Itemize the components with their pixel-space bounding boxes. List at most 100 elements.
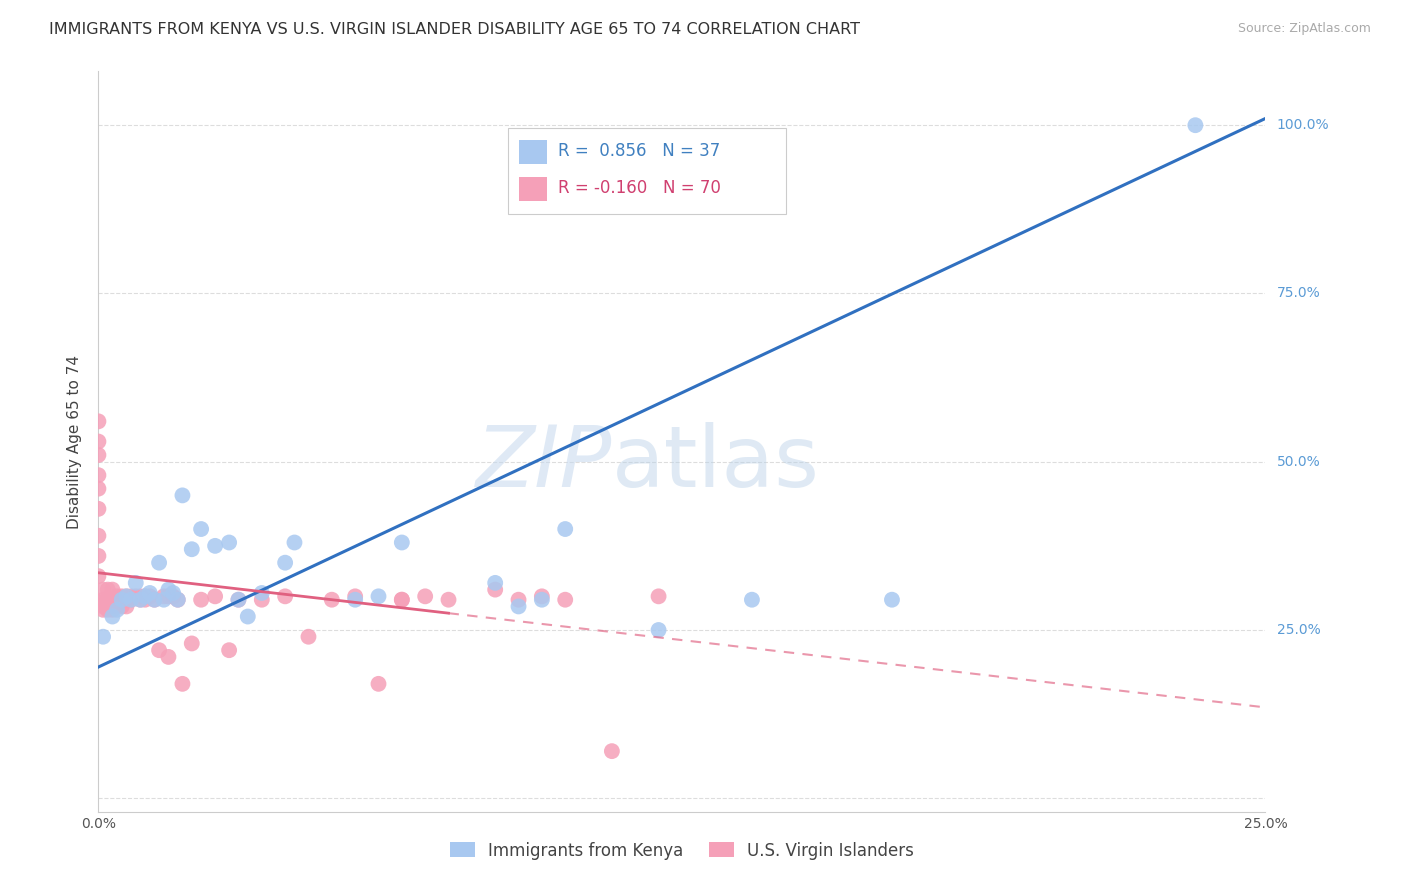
Point <box>101 596 124 610</box>
Point <box>120 592 142 607</box>
Text: R =  0.856   N = 37: R = 0.856 N = 37 <box>558 142 720 160</box>
Point <box>321 592 343 607</box>
Point <box>91 582 114 597</box>
Text: 75.0%: 75.0% <box>1277 286 1320 301</box>
Text: 100.0%: 100.0% <box>1277 119 1329 132</box>
Point <box>87 482 110 496</box>
Point <box>344 592 367 607</box>
Point <box>484 582 506 597</box>
Point <box>87 468 110 483</box>
Point <box>134 590 156 604</box>
Point <box>204 590 226 604</box>
Point <box>250 586 273 600</box>
Point <box>91 630 114 644</box>
Point <box>87 569 110 583</box>
Point <box>190 592 212 607</box>
Point <box>101 592 124 607</box>
Text: 25.0%: 25.0% <box>1277 623 1320 637</box>
Point <box>344 590 367 604</box>
Point <box>1184 118 1206 132</box>
Point <box>647 590 669 604</box>
Text: IMMIGRANTS FROM KENYA VS U.S. VIRGIN ISLANDER DISABILITY AGE 65 TO 74 CORRELATIO: IMMIGRANTS FROM KENYA VS U.S. VIRGIN ISL… <box>49 22 860 37</box>
Point <box>101 582 124 597</box>
Point <box>101 603 124 617</box>
Point <box>152 590 174 604</box>
Point <box>554 522 576 536</box>
Point <box>129 592 152 607</box>
Point <box>97 582 120 597</box>
Point <box>218 535 240 549</box>
Point <box>250 592 273 607</box>
Point <box>97 603 120 617</box>
Point <box>172 488 194 502</box>
Point <box>367 677 389 691</box>
Point <box>115 590 138 604</box>
Point <box>111 592 134 607</box>
Point <box>91 592 114 607</box>
Point <box>134 590 156 604</box>
Text: atlas: atlas <box>612 422 820 505</box>
Text: ZIP: ZIP <box>475 422 612 505</box>
Point <box>437 592 460 607</box>
Point <box>111 590 134 604</box>
Point <box>115 590 138 604</box>
Point <box>111 592 134 607</box>
Point <box>148 643 170 657</box>
Point <box>143 592 166 607</box>
Point <box>87 529 110 543</box>
Point <box>87 414 110 428</box>
Point <box>274 590 297 604</box>
Point <box>180 636 202 650</box>
Point <box>228 592 250 607</box>
Point <box>97 599 120 614</box>
Point <box>157 649 180 664</box>
Point <box>139 590 162 604</box>
Point <box>391 592 413 607</box>
Point <box>554 592 576 607</box>
Point <box>391 592 413 607</box>
Point <box>166 592 188 607</box>
Point <box>111 599 134 614</box>
Point <box>91 603 114 617</box>
Point <box>91 596 114 610</box>
Point <box>139 586 162 600</box>
Point <box>218 643 240 657</box>
Point <box>125 575 148 590</box>
Point <box>120 590 142 604</box>
Point <box>129 590 152 604</box>
Point <box>413 590 436 604</box>
Point <box>105 592 128 607</box>
Point <box>283 535 305 549</box>
Point <box>190 522 212 536</box>
Point <box>162 590 184 604</box>
Point <box>87 501 110 516</box>
Point <box>741 592 763 607</box>
Point <box>91 599 114 614</box>
Point <box>87 549 110 563</box>
Point <box>101 599 124 614</box>
Point <box>162 586 184 600</box>
Point <box>129 592 152 607</box>
Point <box>367 590 389 604</box>
Point <box>391 535 413 549</box>
Point <box>274 556 297 570</box>
Point <box>143 592 166 607</box>
Point <box>125 590 148 604</box>
Point <box>228 592 250 607</box>
Point <box>484 575 506 590</box>
Point <box>180 542 202 557</box>
Point <box>204 539 226 553</box>
Y-axis label: Disability Age 65 to 74: Disability Age 65 to 74 <box>67 354 83 529</box>
Point <box>87 448 110 462</box>
Point <box>647 623 669 637</box>
Point <box>101 609 124 624</box>
Point <box>115 599 138 614</box>
Point <box>87 434 110 449</box>
Point <box>115 592 138 607</box>
Point <box>157 590 180 604</box>
Text: R = -0.160   N = 70: R = -0.160 N = 70 <box>558 178 721 197</box>
Point <box>97 592 120 607</box>
Point <box>134 592 156 607</box>
Point <box>157 582 180 597</box>
Text: Source: ZipAtlas.com: Source: ZipAtlas.com <box>1237 22 1371 36</box>
